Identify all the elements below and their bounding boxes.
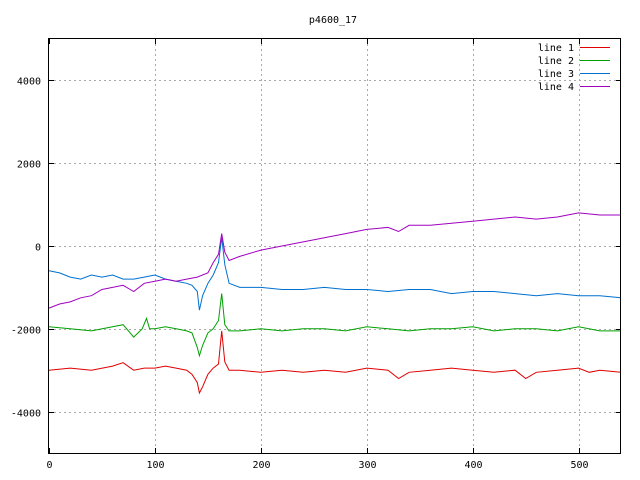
legend: line 1 line 2 line 3 line 4 <box>538 43 610 93</box>
x-tick-label: 100 <box>146 460 164 471</box>
y-tick-label: 2000 <box>17 160 41 171</box>
grid-lines <box>49 39 621 453</box>
legend-label-line-1: line 1 <box>538 43 574 54</box>
chart-title: p4600_17 <box>309 15 357 26</box>
series-line-4 <box>48 212 621 309</box>
y-tick-label: -2000 <box>11 326 41 337</box>
y-tick-label: 0 <box>35 243 41 254</box>
series-line-2 <box>48 293 621 358</box>
series-layer <box>48 212 622 395</box>
y-tick-label: 4000 <box>17 77 41 88</box>
x-tick-label: 200 <box>252 460 270 471</box>
legend-label-line-2: line 2 <box>538 56 574 67</box>
series-line-3 <box>48 237 622 311</box>
legend-label-line-3: line 3 <box>538 69 574 80</box>
series-line-1 <box>48 330 622 395</box>
x-tick-label: 300 <box>358 460 376 471</box>
x-tick-label: 500 <box>570 460 588 471</box>
y-tick-label: -4000 <box>11 409 41 420</box>
axis-ticks: 0 100 200 300 400 500 -4000 -2000 0 2000 4000 <box>11 39 621 471</box>
legend-label-line-4: line 4 <box>538 82 574 93</box>
x-tick-label: 400 <box>464 460 482 471</box>
x-tick-label: 0 <box>46 460 52 471</box>
